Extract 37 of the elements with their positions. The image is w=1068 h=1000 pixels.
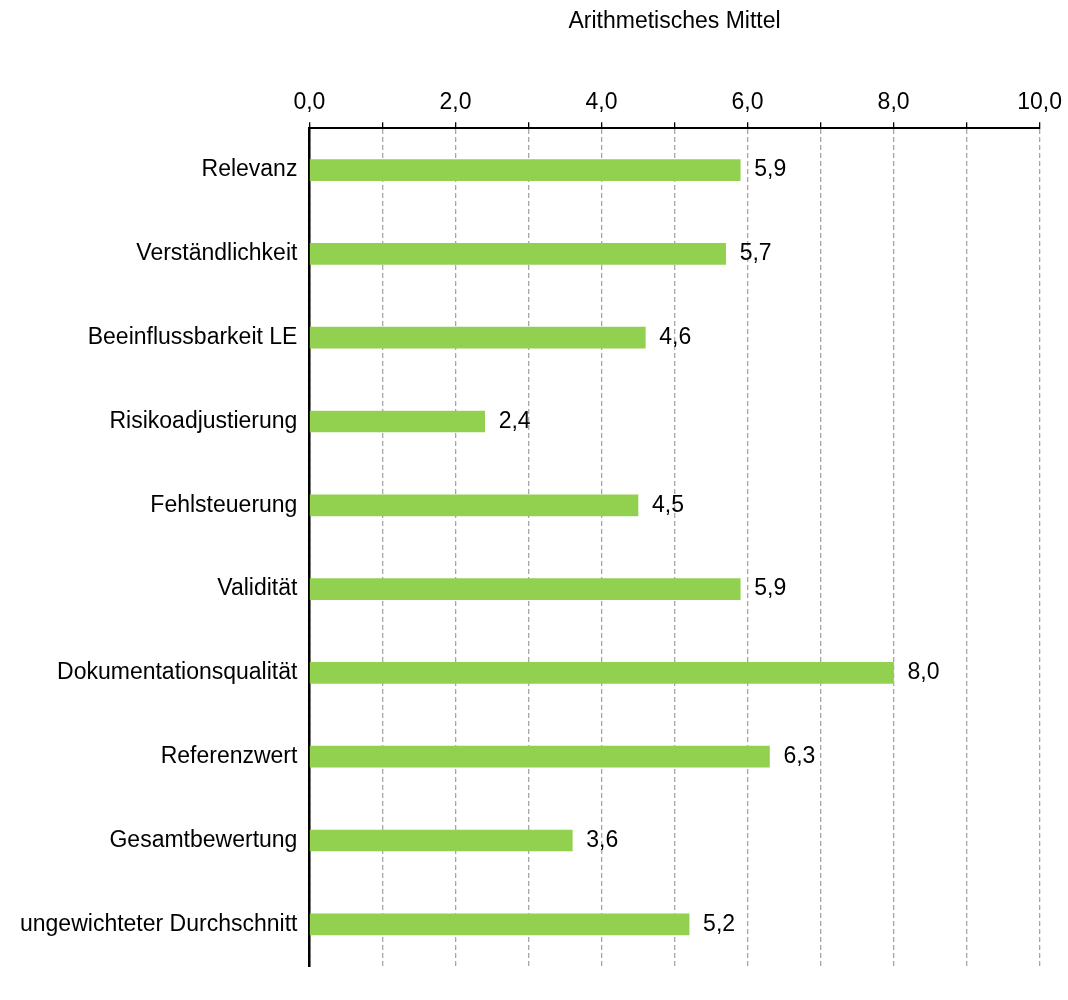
bar: [309, 243, 726, 265]
x-tick-label: 10,0: [1017, 87, 1062, 114]
data-label: 5,2: [703, 909, 736, 936]
data-label: 4,6: [659, 323, 692, 350]
x-axis-title: Arithmetisches Mittel: [568, 7, 781, 34]
bar: [309, 829, 573, 852]
x-tick-label: 2,0: [439, 87, 472, 114]
data-label: 4,5: [652, 490, 684, 517]
y-tick-label: Beeinflussbarkeit LE: [87, 323, 298, 350]
data-label: 5,7: [739, 239, 772, 266]
bar: [309, 159, 741, 181]
bar: [309, 494, 639, 517]
x-tick-label: 4,0: [585, 87, 618, 114]
data-label: 5,9: [754, 574, 787, 601]
data-label: 6,3: [783, 742, 816, 769]
bar: [309, 578, 741, 600]
y-tick-label: Fehlsteuerung: [150, 490, 298, 517]
x-tick-label: 6,0: [731, 87, 764, 114]
bar: [309, 326, 646, 349]
y-tick-label: Dokumentationsqualität: [57, 658, 299, 685]
bar: [309, 913, 690, 936]
y-tick-label: Verständlichkeit: [136, 239, 299, 266]
y-tick-label: Gesamtbewertung: [109, 825, 298, 852]
x-tick-label: 0,0: [293, 87, 326, 114]
data-label: 8,0: [907, 658, 940, 685]
y-tick-label: Validität: [217, 574, 299, 601]
data-label: 5,9: [754, 155, 787, 182]
bar: [309, 745, 770, 768]
data-label: 2,4: [498, 406, 531, 433]
data-label: 3,6: [586, 825, 619, 852]
y-tick-label: Risikoadjustierung: [109, 406, 298, 433]
y-tick-label: Relevanz: [201, 155, 298, 182]
bar: [309, 662, 894, 684]
bar: [309, 410, 485, 433]
x-tick-label: 8,0: [877, 87, 910, 114]
y-tick-label: ungewichteter Durchschnitt: [19, 909, 299, 936]
y-tick-label: Referenzwert: [160, 742, 299, 769]
